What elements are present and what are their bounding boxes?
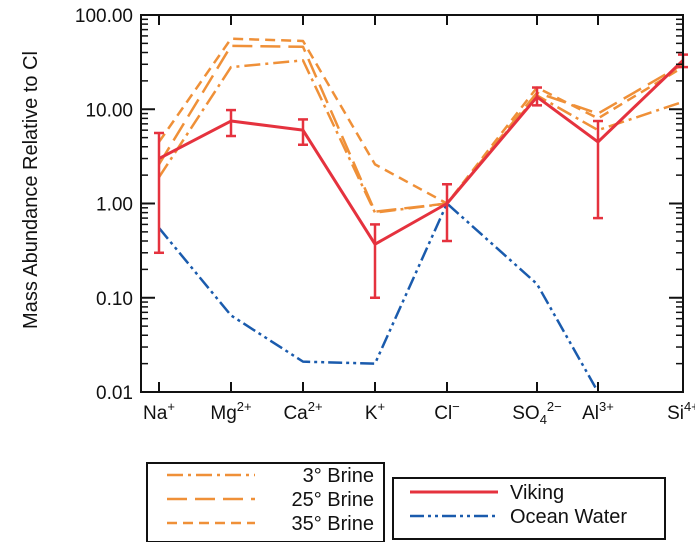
y-tick-labels: 100.00 10.00 1.00 0.10 0.01 bbox=[75, 6, 133, 404]
x-tick-label: Mg2+ bbox=[210, 399, 251, 424]
x-tick-label: Cl− bbox=[434, 399, 460, 424]
series-line-35-brine bbox=[157, 37, 684, 205]
y-tick-label: 100.00 bbox=[75, 6, 133, 27]
legend-label: Ocean Water bbox=[510, 506, 627, 528]
legend-box-brines bbox=[146, 462, 385, 542]
y-tick-label: 1.00 bbox=[96, 195, 133, 216]
x-tick-label: Si4+ bbox=[667, 399, 695, 424]
y-tick-label: 0.01 bbox=[96, 383, 133, 404]
x-tick-labels: Na+ Mg2+ Ca2+ K+ Cl− SO42− Al3+ Si4+ bbox=[143, 399, 695, 427]
axis-ticks bbox=[141, 14, 684, 393]
plot-lines bbox=[154, 37, 688, 393]
series-line-viking bbox=[158, 59, 685, 246]
legend-box-viking-ocean bbox=[392, 477, 666, 540]
x-tick-label: K+ bbox=[365, 399, 385, 424]
legend-label: Viking bbox=[510, 482, 564, 504]
x-tick-label: Ca2+ bbox=[283, 399, 322, 424]
legend-label: 25° Brine bbox=[292, 489, 375, 511]
y-tick-label: 0.10 bbox=[96, 289, 133, 310]
x-tick-label: Na+ bbox=[143, 399, 175, 424]
plot-frame bbox=[140, 14, 684, 393]
x-tick-label: Al3+ bbox=[582, 399, 614, 424]
x-tick-label: SO42− bbox=[512, 399, 562, 427]
legend-label: 35° Brine bbox=[292, 513, 375, 535]
y-tick-label: 10.00 bbox=[85, 100, 133, 121]
y-axis-label: Mass Abundance Relative to Cl bbox=[20, 51, 42, 329]
series-line-25-brine bbox=[157, 44, 684, 213]
legend-label: 3° Brine bbox=[303, 465, 374, 487]
